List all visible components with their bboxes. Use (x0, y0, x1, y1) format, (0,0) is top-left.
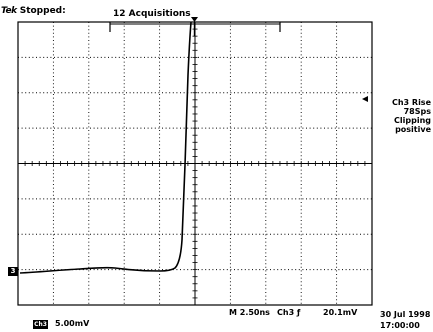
channel-3-waveform (19, 21, 192, 274)
channel-ground-marker[interactable]: 3 (8, 267, 18, 276)
time: 17:00:00 (380, 321, 420, 330)
trigger-level: 20.1mV (323, 308, 358, 317)
channel-badge: Ch3 (33, 320, 48, 329)
trigger-level-marker[interactable] (362, 96, 368, 102)
acquisition-status: Stopped: (19, 6, 66, 16)
header-status: Tek Stopped: (1, 7, 66, 16)
measurement-value: 78Sps (403, 107, 431, 116)
horizontal-scale: M 2.50ns (229, 308, 270, 317)
measurement-label: Ch3 Rise (391, 98, 431, 107)
trigger-position-marker[interactable] (191, 17, 198, 22)
clipping-warning: Clipping (394, 116, 431, 125)
graticule (17, 21, 373, 306)
trigger-source: Ch3 ƒ (277, 308, 301, 317)
acquisition-count: 12 Acquisitions (113, 9, 191, 19)
timestamp: 30 Jul 1998 17:00:00 (380, 309, 430, 331)
channel-scale: 5.00mV (55, 319, 90, 328)
measurement-readout: Ch3 Rise 78Sps Clipping positive (381, 98, 431, 134)
date: 30 Jul 1998 (380, 310, 431, 319)
brand-logo: Tek (1, 6, 17, 16)
clipping-direction: positive (395, 125, 431, 134)
